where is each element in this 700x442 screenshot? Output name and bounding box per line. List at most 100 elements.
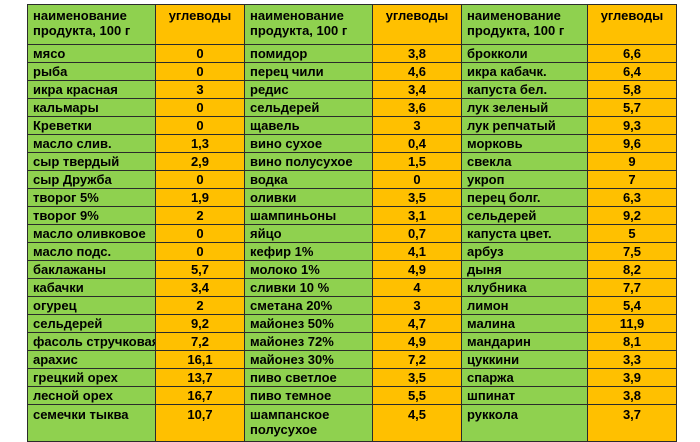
product-name-cell: брокколи [461,44,588,63]
carbs-value-cell: 2,9 [155,152,245,171]
product-name-cell: пиво темное [244,386,373,405]
carbs-value-cell: 4,1 [372,242,462,261]
product-name-cell: икра красная [27,80,156,99]
product-name-cell: лук зеленый [461,98,588,117]
product-name-cell: мандарин [461,332,588,351]
header-product-name: наименование продукта, 100 г [244,4,373,45]
product-name-cell: лимон [461,296,588,315]
carbs-value-cell: 3,3 [587,350,677,369]
product-name-cell: творог 9% [27,206,156,225]
product-name-cell: фасоль стручковая [27,332,156,351]
product-name-cell: морковь [461,134,588,153]
product-name-cell: дыня [461,260,588,279]
carbs-value-cell: 4,7 [372,314,462,333]
product-name-cell: руккола [461,404,588,442]
product-name-cell: клубника [461,278,588,297]
product-name-cell: малина [461,314,588,333]
carbs-value-cell: 3,5 [372,368,462,387]
product-name-cell: помидор [244,44,373,63]
carbs-value-cell: 3,5 [372,188,462,207]
product-name-cell: сыр Дружба [27,170,156,189]
carbs-value-cell: 3,1 [372,206,462,225]
carbs-value-cell: 3 [155,80,245,99]
product-name-cell: арбуз [461,242,588,261]
product-name-cell: лук репчатый [461,116,588,135]
product-name-cell: рыба [27,62,156,81]
table-row: сыр Дружба 0 водка 0 укроп 7 [27,170,677,189]
carbs-value-cell: 5,4 [587,296,677,315]
header-carbs: углеводы [587,4,677,45]
product-name-cell: масло оливковое [27,224,156,243]
carbs-value-cell: 2 [155,206,245,225]
carbs-value-cell: 0,4 [372,134,462,153]
product-name-cell: сельдерей [461,206,588,225]
product-name-cell: кабачки [27,278,156,297]
carbs-value-cell: 0,7 [372,224,462,243]
product-name-cell: капуста цвет. [461,224,588,243]
header-product-name: наименование продукта, 100 г [27,4,156,45]
carbs-value-cell: 5,8 [587,80,677,99]
carbs-value-cell: 9 [587,152,677,171]
carbs-value-cell: 0 [155,44,245,63]
product-name-cell: арахис [27,350,156,369]
product-name-cell: перец чили [244,62,373,81]
product-name-cell: водка [244,170,373,189]
carbs-value-cell: 4,6 [372,62,462,81]
carbs-value-cell: 1,3 [155,134,245,153]
table-row: семечки тыква 10,7 шампанское полусухое 4,5… [27,404,677,442]
product-name-cell: творог 5% [27,188,156,207]
product-name-cell: свекла [461,152,588,171]
carbs-value-cell: 1,9 [155,188,245,207]
product-name-cell: икра кабачк. [461,62,588,81]
table-row: икра красная 3 редис 3,4 капуста бел. 5,8 [27,80,677,99]
carbs-value-cell: 6,4 [587,62,677,81]
table-row: творог 5% 1,9 оливки 3,5 перец болг. 6,3 [27,188,677,207]
carbs-value-cell: 3,8 [587,386,677,405]
table-row: сыр твердый 2,9 вино полусухое 1,5 свекла 9 [27,152,677,171]
carbs-value-cell: 3,7 [587,404,677,442]
carbs-value-cell: 3,9 [587,368,677,387]
product-name-cell: кальмары [27,98,156,117]
product-name-cell: огурец [27,296,156,315]
product-name-cell: вино полусухое [244,152,373,171]
carbs-value-cell: 16,7 [155,386,245,405]
carbs-value-cell: 3,4 [372,80,462,99]
product-name-cell: сыр твердый [27,152,156,171]
product-name-cell: майонез 30% [244,350,373,369]
carbs-value-cell: 3 [372,296,462,315]
carbs-value-cell: 6,6 [587,44,677,63]
carbs-value-cell: 0 [155,98,245,117]
header-carbs: углеводы [372,4,462,45]
table-row: фасоль стручковая 7,2 майонез 72% 4,9 мандар… [27,332,677,351]
product-name-cell: перец болг. [461,188,588,207]
carbs-value-cell: 0 [155,242,245,261]
carbs-value-cell: 3,8 [372,44,462,63]
header-product-name: наименование продукта, 100 г [461,4,588,45]
product-name-cell: сметана 20% [244,296,373,315]
carbs-value-cell: 9,3 [587,116,677,135]
product-name-cell: пиво светлое [244,368,373,387]
table-row: масло подс. 0 кефир 1% 4,1 арбуз 7,5 [27,242,677,261]
carbs-value-cell: 5 [587,224,677,243]
product-name-cell: масло подс. [27,242,156,261]
product-name-cell: яйцо [244,224,373,243]
product-name-cell: редис [244,80,373,99]
product-name-cell: оливки [244,188,373,207]
table-row: кальмары 0 сельдерей 3,6 лук зеленый 5,7 [27,98,677,117]
table-row: Креветки 0 щавель 3 лук репчатый 9,3 [27,116,677,135]
product-name-cell: шампанское полусухое [244,404,373,442]
carbs-value-cell: 0 [372,170,462,189]
carbs-value-cell: 9,2 [155,314,245,333]
carbs-value-cell: 2 [155,296,245,315]
product-name-cell: шампиньоны [244,206,373,225]
product-name-cell: майонез 72% [244,332,373,351]
product-name-cell: майонез 50% [244,314,373,333]
product-name-cell: укроп [461,170,588,189]
carbs-value-cell: 10,7 [155,404,245,442]
carbs-value-cell: 1,5 [372,152,462,171]
carbs-value-cell: 6,3 [587,188,677,207]
carbs-value-cell: 5,5 [372,386,462,405]
table-row: огурец 2 сметана 20% 3 лимон 5,4 [27,296,677,315]
carbs-value-cell: 3 [372,116,462,135]
table-row: сельдерей 9,2 майонез 50% 4,7 малина 11,9 [27,314,677,333]
